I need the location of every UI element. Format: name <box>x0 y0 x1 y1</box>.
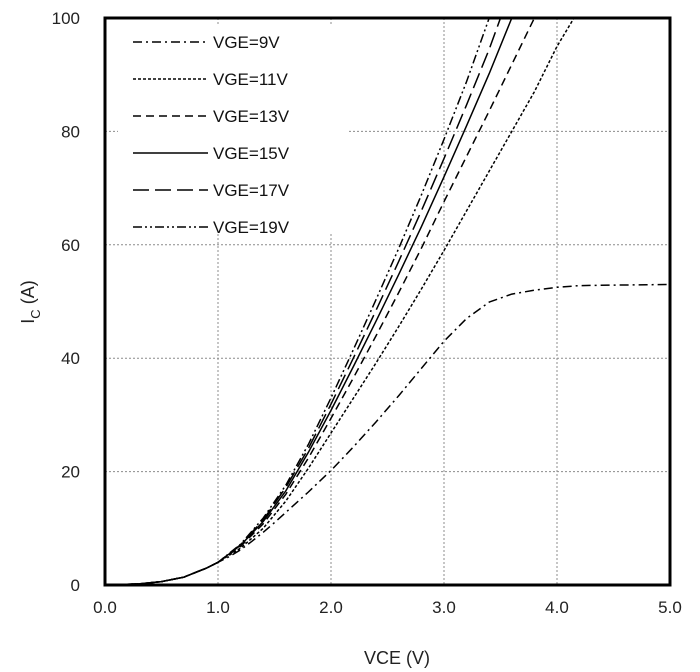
x-tick-label: 3.0 <box>432 598 456 617</box>
series-lines <box>105 18 670 585</box>
x-tick-label: 4.0 <box>545 598 569 617</box>
plot-frame <box>103 16 672 587</box>
y-tick-label: 0 <box>71 576 80 595</box>
y-axis-title-unit: (A) <box>18 280 38 309</box>
series-line-vge-19v <box>105 18 490 585</box>
x-tick-label: 0.0 <box>93 598 117 617</box>
x-tick-label: 5.0 <box>658 598 682 617</box>
y-tick-label: 40 <box>61 349 80 368</box>
legend-label: VGE=11V <box>213 70 288 89</box>
x-axis-title: VCE (V) <box>364 648 430 668</box>
legend-label: VGE=17V <box>213 181 290 200</box>
legend: VGE=9V VGE=11V VGE=13V VGE=15V VGE=17V VGE=19… <box>118 24 348 237</box>
y-axis-title-subscript: C <box>28 309 43 318</box>
series-line-vge-17v <box>105 18 502 585</box>
y-axis-title-main: I <box>18 319 38 324</box>
x-tick-label: 2.0 <box>319 598 343 617</box>
y-tick-label: 60 <box>61 236 80 255</box>
legend-label: VGE=9V <box>213 33 280 52</box>
legend-label: VGE=15V <box>213 144 290 163</box>
y-tick-label: 80 <box>61 122 80 141</box>
y-tick-label: 100 <box>52 9 80 28</box>
legend-label: VGE=13V <box>213 107 290 126</box>
legend-label: VGE=19V <box>213 218 290 237</box>
grid-lines <box>105 18 670 585</box>
legend-background <box>118 24 348 234</box>
tick-labels: 0.0 1.0 2.0 3.0 4.0 5.0 0 20 40 60 80 100 <box>52 9 682 617</box>
y-axis-title: IC (A) <box>18 280 43 323</box>
y-tick-label: 20 <box>61 463 80 482</box>
x-tick-label: 1.0 <box>206 598 230 617</box>
series-line-vge-9v <box>105 283 670 585</box>
